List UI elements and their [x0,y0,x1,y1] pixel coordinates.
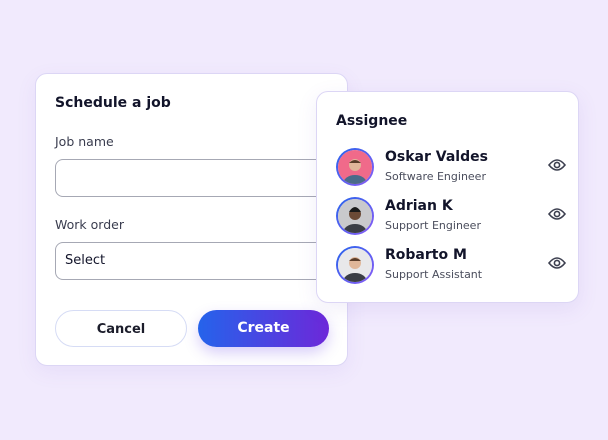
assignee-item: Oskar Valdes Software Engineer [336,148,566,188]
work-order-select[interactable]: Select [55,242,345,280]
assignee-name: Robarto M [385,247,467,263]
assignee-item: Robarto M Support Assistant [336,246,566,286]
avatar [336,246,374,284]
assignee-role: Software Engineer [385,170,486,183]
assignee-role: Support Assistant [385,268,483,281]
work-order-label: Work order [55,217,124,232]
avatar [336,197,374,235]
eye-icon[interactable] [548,256,566,270]
job-name-label: Job name [55,134,114,149]
work-order-value: Select [65,253,106,268]
assignee-name: Adrian K [385,198,453,214]
create-button[interactable]: Create [198,310,329,347]
assignee-card: Assignee Oskar Valdes Software Engineer … [316,91,579,303]
avatar [336,148,374,186]
schedule-job-card: Schedule a job Job name Work order Selec… [35,73,348,366]
card-title: Schedule a job [55,95,171,111]
assignee-name: Oskar Valdes [385,149,488,165]
assignee-title: Assignee [336,113,408,129]
eye-icon[interactable] [548,158,566,172]
eye-icon[interactable] [548,207,566,221]
assignee-role: Support Engineer [385,219,481,232]
cancel-button[interactable]: Cancel [55,310,187,347]
job-name-input[interactable] [55,159,345,197]
assignee-item: Adrian K Support Engineer [336,197,566,237]
